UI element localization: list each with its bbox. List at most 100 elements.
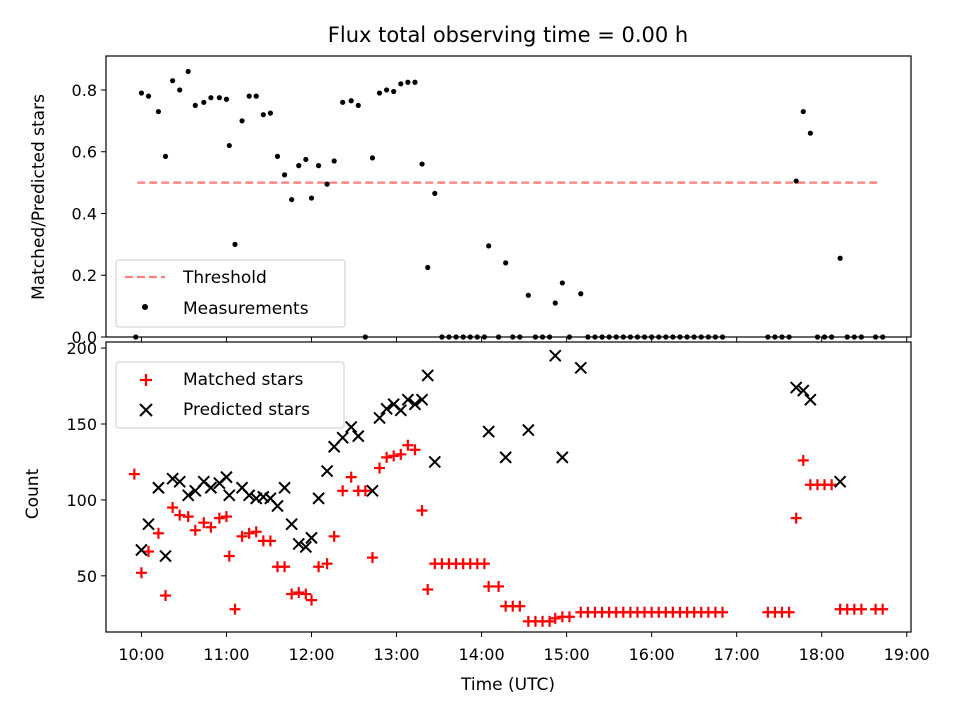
predicted-star-point <box>789 381 803 394</box>
matched-star-point <box>223 550 235 562</box>
matched-star-point <box>402 439 414 451</box>
matched-star-point <box>826 479 838 491</box>
matched-star-point <box>478 558 490 570</box>
x-tick-label: 18:00 <box>799 645 845 664</box>
matched-star-point <box>549 612 561 624</box>
x-tick-label: 14:00 <box>459 645 505 664</box>
measurements-legend-label: Measurements <box>183 299 309 319</box>
measurement-point <box>177 87 183 93</box>
matched-star-point <box>128 468 140 480</box>
y-tick-label: 0.8 <box>72 81 97 100</box>
predicted-star-point <box>166 472 179 485</box>
measurement-point <box>837 255 843 261</box>
measurement-point <box>419 161 425 167</box>
predicted-star-point <box>394 404 407 417</box>
bottom-points <box>128 349 889 627</box>
y-tick-label: 200 <box>66 339 97 358</box>
x-tick-label: 13:00 <box>373 645 419 664</box>
matched-star-point <box>198 517 210 529</box>
y-tick-label: 100 <box>66 491 97 510</box>
x-tick-label: 19:00 <box>884 645 930 664</box>
x-tick-label: 12:00 <box>288 645 334 664</box>
measurement-point <box>793 178 799 184</box>
bottom-x-ticks: 10:00 11:00 12:00 13:00 14:00 15:00 16:00 17:00… <box>118 632 930 664</box>
matched-star-point <box>174 509 186 521</box>
measurement-point <box>274 153 281 159</box>
x-tick-label: 15:00 <box>544 645 590 664</box>
matched-star-point <box>717 606 729 618</box>
measurement-point <box>348 98 354 104</box>
measurement-point <box>308 195 315 201</box>
predicted-star-point <box>366 484 379 498</box>
measurement-point <box>253 93 259 99</box>
matched-star-point <box>293 587 305 599</box>
predicted-star-point <box>380 402 393 416</box>
predicted-star-point <box>428 455 442 469</box>
measurement-point <box>260 112 266 118</box>
measurement-point <box>391 88 397 95</box>
measurement-point <box>315 163 322 169</box>
measurement-point <box>559 280 565 286</box>
matched-legend-swatch <box>140 374 152 386</box>
top-y-ticks: 0.0 0.2 0.4 0.6 0.8 <box>72 81 106 347</box>
predicted-star-point <box>285 517 298 531</box>
predicted-star-point <box>220 470 233 484</box>
predicted-star-point <box>574 361 587 375</box>
matched-star-point <box>337 485 349 497</box>
measurement-point <box>503 260 509 266</box>
predicted-star-point <box>204 481 218 494</box>
predicted-star-point <box>152 481 165 494</box>
predicted-star-point <box>305 531 318 545</box>
measurement-point <box>208 95 214 101</box>
chart-title: Flux total observing time = 0.00 h <box>328 23 688 47</box>
predicted-star-point <box>401 393 415 406</box>
predicted-star-point <box>833 475 847 488</box>
predicted-star-point <box>299 540 313 554</box>
matched-star-point <box>493 580 505 592</box>
y-tick-label: 150 <box>66 415 97 434</box>
bottom-legend-box <box>115 361 345 429</box>
top-x-ticks <box>140 337 908 342</box>
predicted-star-point <box>373 411 386 425</box>
y-tick-label: 50 <box>77 567 97 586</box>
measurement-point <box>331 158 337 164</box>
matched-star-point <box>345 471 357 483</box>
matched-star-point <box>395 448 407 460</box>
matched-star-point <box>328 530 340 542</box>
matched-star-point <box>797 454 809 466</box>
matched-star-point <box>160 590 172 602</box>
measurement-point <box>155 108 162 115</box>
matched-star-point <box>213 512 225 524</box>
predicted-star-point <box>797 384 810 397</box>
matched-star-point <box>135 567 147 579</box>
y-tick-label: 0.2 <box>72 266 97 285</box>
predicted-star-point <box>408 398 422 411</box>
measurement-point <box>303 156 309 163</box>
matched-star-point <box>422 583 434 595</box>
predicted-star-point <box>320 464 334 478</box>
matched-star-point <box>877 603 889 615</box>
measurement-point <box>281 172 288 178</box>
measurement-point <box>525 292 531 298</box>
matched-star-point <box>409 444 421 456</box>
measurement-point <box>223 96 230 102</box>
matched-star-point <box>205 521 217 533</box>
predicted-star-point <box>242 489 256 502</box>
matched-star-point <box>182 511 194 523</box>
bottom-y-ticks: 50 100 150 200 <box>66 339 106 586</box>
measurement-point <box>807 130 813 136</box>
matched-star-point <box>366 552 378 564</box>
measurement-point <box>340 99 346 105</box>
measurement-point <box>267 110 274 116</box>
measurement-point <box>369 155 376 161</box>
matched-star-point <box>388 450 400 462</box>
predicted-star-point <box>549 349 562 362</box>
top-panel: 0.00.20.40.60.8 Matched/Predicted stars … <box>29 55 912 347</box>
bottom-legend: Matched stars Predicted stars <box>115 361 345 429</box>
measurement-point <box>412 79 418 85</box>
predicted-star-point <box>159 549 172 563</box>
bottom-y-axis-label: Count <box>23 468 43 519</box>
matched-star-point <box>220 511 232 523</box>
predicted-star-point <box>482 425 495 438</box>
matched-star-point <box>264 535 276 547</box>
